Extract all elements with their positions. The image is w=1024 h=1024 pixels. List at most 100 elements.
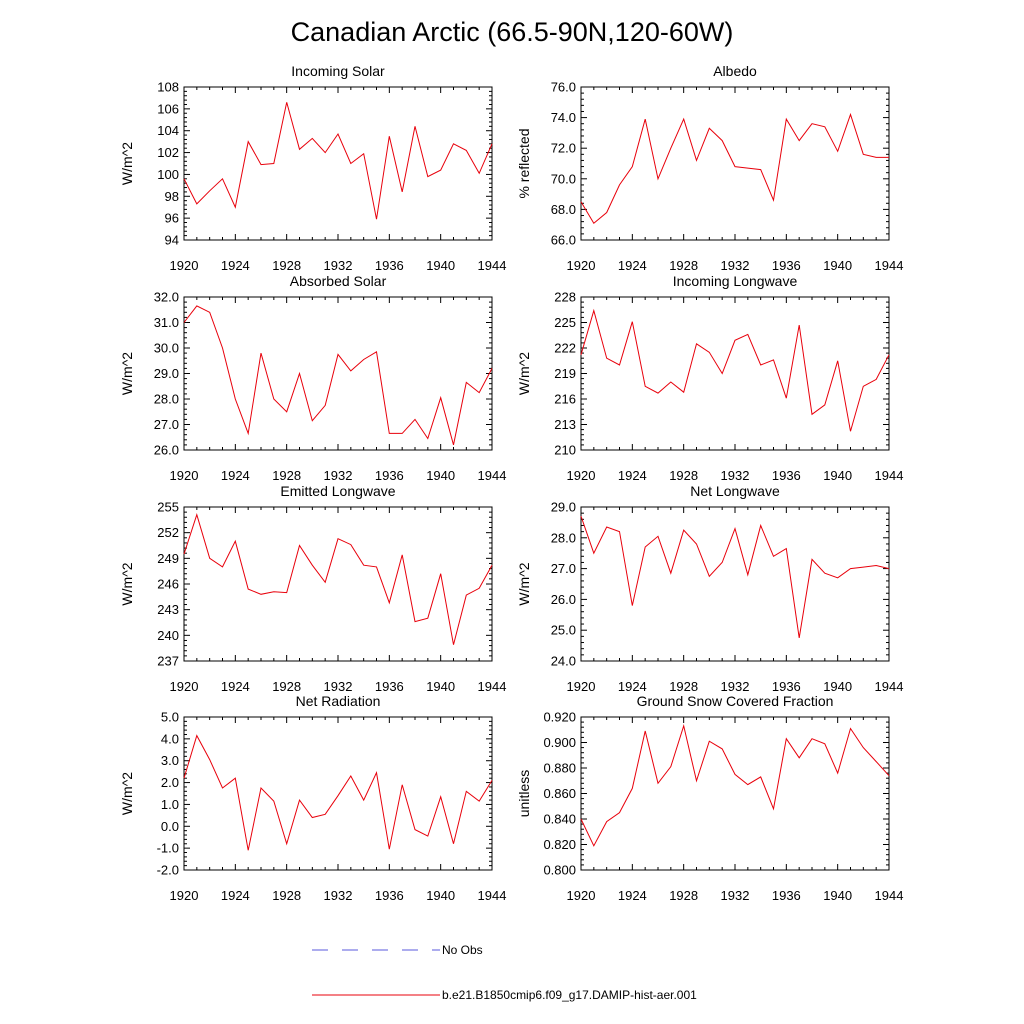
- x-tick-label: 1932: [324, 679, 353, 694]
- x-tick-label: 1920: [170, 679, 199, 694]
- x-tick-label: 1940: [823, 468, 852, 483]
- y-tick-label: 255: [157, 500, 179, 515]
- y-tick-label: 0.0: [161, 819, 179, 834]
- panel-net-longwave: Net Longwave W/m^2 24.0 25.0 26.0 27.0 28.0 29.…: [516, 483, 903, 694]
- y-tick-label: 0.880: [543, 761, 576, 776]
- y-tick-label: 240: [157, 628, 179, 643]
- panel-incoming-solar: Incoming Solar W/m^2 94 96 98 100 102 104 106 108…: [119, 63, 506, 273]
- x-tick-label: 1932: [721, 468, 750, 483]
- y-tick-label: 225: [554, 315, 576, 330]
- y-tick-label: 0.840: [543, 812, 576, 827]
- y-tick-label: 28.0: [154, 392, 179, 407]
- y-tick-label: 72.0: [551, 141, 576, 156]
- y-tick-label: 98: [165, 189, 179, 204]
- panel-net-radiation: Net Radiation W/m^2 -2.0 -1.0 0.0 1.0 2.0 3.0 4.…: [119, 693, 506, 903]
- x-tick-label: 1944: [875, 468, 904, 483]
- panel-ground-snow-covered-fraction: Ground Snow Covered Fraction unitless 0.80…: [516, 693, 903, 903]
- series-line-incoming-solar: [183, 102, 493, 220]
- x-tick-label: 1944: [478, 258, 507, 273]
- legend-no-obs-label: No Obs: [442, 943, 483, 957]
- panel-incoming-longwave: Incoming Longwave W/m^2 210 213 216 219 222 225…: [516, 273, 903, 483]
- y-tick-label: 24.0: [551, 654, 576, 669]
- x-tick-label: 1920: [567, 679, 596, 694]
- y-tick-label: 222: [554, 341, 576, 356]
- y-axis-label: W/m^2: [119, 352, 135, 395]
- x-tick-label: 1944: [875, 888, 904, 903]
- x-tick-label: 1936: [375, 258, 404, 273]
- x-tick-label: 1936: [375, 679, 404, 694]
- plot-frame: [580, 296, 890, 451]
- panel-title: Emitted Longwave: [280, 483, 395, 499]
- series-line-ground-snow-covered-fraction: [580, 724, 890, 847]
- x-tick-label: 1920: [170, 258, 199, 273]
- panel-title: Ground Snow Covered Fraction: [637, 693, 834, 709]
- y-tick-label: 104: [157, 123, 179, 138]
- x-tick-label: 1920: [567, 888, 596, 903]
- x-tick-label: 1924: [618, 888, 647, 903]
- y-tick-label: 66.0: [551, 233, 576, 248]
- x-tick-label: 1932: [324, 888, 353, 903]
- y-tick-label: 0.900: [543, 735, 576, 750]
- y-tick-label: 0.820: [543, 837, 576, 852]
- y-tick-label: 4.0: [161, 731, 179, 746]
- x-tick-label: 1924: [618, 258, 647, 273]
- series-line-albedo: [580, 112, 889, 224]
- plot-frame: [183, 296, 493, 451]
- series-line-net-radiation: [183, 734, 493, 851]
- y-tick-label: 106: [157, 101, 179, 116]
- x-tick-label: 1928: [272, 888, 301, 903]
- x-tick-label: 1928: [272, 258, 301, 273]
- y-tick-label: 228: [554, 290, 576, 305]
- x-tick-label: 1924: [618, 679, 647, 694]
- x-tick-label: 1932: [721, 888, 750, 903]
- y-tick-label: 31.0: [154, 315, 179, 330]
- x-tick-label: 1940: [426, 258, 455, 273]
- x-tick-label: 1924: [221, 888, 250, 903]
- y-tick-label: 70.0: [551, 171, 576, 186]
- panel-title: Incoming Longwave: [673, 273, 798, 289]
- y-tick-label: 243: [157, 602, 179, 617]
- y-tick-label: 29.0: [154, 366, 179, 381]
- x-tick-label: 1936: [772, 888, 801, 903]
- panel-title: Net Radiation: [296, 693, 381, 709]
- y-axis-label: W/m^2: [119, 142, 135, 185]
- y-tick-label: 246: [157, 577, 179, 592]
- y-tick-label: 0.920: [543, 710, 576, 725]
- y-tick-label: 0.800: [543, 863, 576, 878]
- y-tick-label: 0.860: [543, 786, 576, 801]
- x-tick-label: 1936: [375, 468, 404, 483]
- y-tick-label: 29.0: [551, 500, 576, 515]
- panel-title: Incoming Solar: [291, 63, 385, 79]
- x-tick-label: 1936: [375, 888, 404, 903]
- panel-title: Albedo: [713, 63, 757, 79]
- plot-frame: [580, 86, 890, 241]
- y-tick-label: 3.0: [161, 753, 179, 768]
- legend: No Obs b.e21.B1850cmip6.f09_g17.DAMIP-hi…: [312, 943, 697, 1002]
- x-tick-label: 1940: [823, 888, 852, 903]
- x-tick-label: 1928: [272, 679, 301, 694]
- x-tick-label: 1940: [823, 679, 852, 694]
- x-tick-label: 1944: [875, 258, 904, 273]
- figure-title: Canadian Arctic (66.5-90N,120-60W): [291, 17, 734, 47]
- y-tick-label: 94: [165, 233, 179, 248]
- x-tick-label: 1936: [772, 468, 801, 483]
- x-tick-label: 1920: [170, 888, 199, 903]
- x-tick-label: 1944: [478, 468, 507, 483]
- y-tick-label: 26.0: [154, 443, 179, 458]
- y-tick-label: 68.0: [551, 202, 576, 217]
- y-axis-label: % reflected: [516, 128, 532, 198]
- series-line-absorbed-solar: [183, 305, 493, 446]
- y-tick-label: 76.0: [551, 80, 576, 95]
- series-line-emitted-longwave: [183, 513, 493, 645]
- x-tick-label: 1928: [669, 468, 698, 483]
- x-tick-label: 1940: [426, 888, 455, 903]
- y-tick-label: 27.0: [154, 417, 179, 432]
- x-tick-label: 1944: [478, 679, 507, 694]
- x-tick-label: 1924: [221, 258, 250, 273]
- plot-frame: [580, 716, 890, 871]
- x-tick-label: 1940: [823, 258, 852, 273]
- panel-absorbed-solar: Absorbed Solar W/m^2 26.0 27.0 28.0 29.0 30.0 3…: [119, 273, 506, 483]
- y-tick-label: 249: [157, 551, 179, 566]
- y-axis-label: unitless: [516, 770, 532, 817]
- x-tick-label: 1924: [618, 468, 647, 483]
